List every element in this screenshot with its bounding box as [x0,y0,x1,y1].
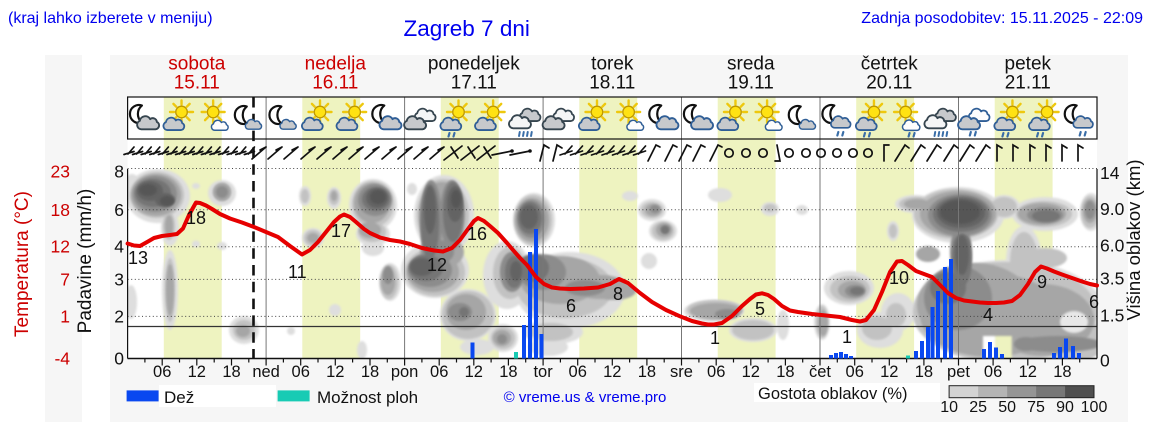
svg-text:tor: tor [533,363,553,381]
svg-text:18: 18 [186,208,206,228]
svg-text:1: 1 [710,328,720,348]
svg-text:9.0: 9.0 [1100,199,1125,219]
svg-text:06: 06 [984,363,1002,381]
svg-text:18: 18 [499,363,517,381]
svg-text:6: 6 [1089,292,1099,312]
svg-text:18: 18 [51,200,70,220]
svg-text:(kraj lahko izberete v meniju): (kraj lahko izberete v meniju) [8,10,213,27]
svg-text:nedelja: nedelja [305,54,367,75]
svg-text:12: 12 [51,237,70,257]
svg-text:15.11: 15.11 [174,73,220,94]
svg-text:sreda: sreda [727,54,775,75]
svg-text:3.5: 3.5 [1100,268,1124,288]
svg-text:5: 5 [755,299,765,319]
svg-text:06: 06 [430,363,448,381]
svg-text:8: 8 [613,284,623,304]
svg-text:20.11: 20.11 [866,73,912,94]
svg-text:50: 50 [998,399,1016,416]
svg-text:petek: petek [1005,54,1052,75]
svg-text:9: 9 [1037,272,1047,292]
svg-text:11: 11 [288,262,307,282]
svg-text:25: 25 [969,399,987,416]
svg-text:06: 06 [292,363,310,381]
svg-text:19.11: 19.11 [728,73,774,94]
svg-text:© vreme.us & vreme.pro: © vreme.us & vreme.pro [504,389,667,406]
svg-text:06: 06 [569,363,587,381]
svg-text:7: 7 [60,269,70,289]
svg-text:Dež: Dež [164,388,194,407]
svg-text:12: 12 [603,363,621,381]
svg-text:21.11: 21.11 [1005,73,1051,94]
svg-text:16: 16 [467,224,487,244]
svg-text:0: 0 [114,349,124,369]
svg-text:100: 100 [1081,399,1108,416]
svg-text:16.11: 16.11 [312,73,358,94]
svg-text:6: 6 [114,200,124,220]
svg-text:13: 13 [128,248,148,268]
svg-text:pet: pet [947,363,970,381]
svg-text:12: 12 [427,255,447,275]
svg-text:18: 18 [638,363,656,381]
svg-text:4: 4 [114,237,124,257]
svg-text:Zadnja posodobitev: 15.11.2025: Zadnja posodobitev: 15.11.2025 - 22:09 [861,10,1143,27]
svg-text:sre: sre [670,363,693,381]
svg-text:ned: ned [252,363,280,381]
svg-text:12: 12 [1019,363,1037,381]
svg-text:10: 10 [940,399,958,416]
svg-text:Višina oblakov (km): Višina oblakov (km) [1123,159,1144,320]
svg-text:torek: torek [591,54,634,75]
svg-text:12: 12 [326,363,344,381]
svg-text:pon: pon [391,363,419,381]
svg-text:četrtek: četrtek [861,54,919,75]
svg-text:18: 18 [776,363,794,381]
svg-text:12: 12 [880,363,898,381]
svg-text:Zagreb 7 dni: Zagreb 7 dni [404,16,530,41]
svg-text:čet: čet [809,363,831,381]
svg-text:6: 6 [566,296,576,316]
svg-text:sobota: sobota [168,54,225,75]
svg-text:18: 18 [361,363,379,381]
svg-text:8: 8 [114,162,124,182]
svg-text:Možnost ploh: Možnost ploh [317,388,418,407]
svg-text:0: 0 [1100,351,1110,371]
svg-text:17.11: 17.11 [451,73,497,94]
svg-text:Padavine (mm/h): Padavine (mm/h) [75,189,96,334]
svg-text:23: 23 [51,162,70,182]
svg-text:06: 06 [846,363,864,381]
svg-text:4: 4 [983,305,993,325]
svg-text:12: 12 [742,363,760,381]
svg-text:90: 90 [1056,399,1074,416]
svg-text:1.5: 1.5 [1100,305,1124,325]
svg-text:12: 12 [188,363,206,381]
svg-text:2: 2 [114,306,124,326]
svg-text:ponedeljek: ponedeljek [428,54,520,75]
svg-text:12: 12 [465,363,483,381]
svg-text:17: 17 [331,221,351,241]
svg-text:18: 18 [1053,363,1071,381]
svg-text:06: 06 [707,363,725,381]
svg-text:-4: -4 [54,349,70,369]
svg-text:1: 1 [60,306,70,326]
svg-text:10: 10 [889,268,909,288]
svg-text:18: 18 [915,363,933,381]
svg-text:Temperatura (°C): Temperatura (°C) [12,191,33,337]
svg-text:6.0: 6.0 [1100,236,1125,256]
svg-text:75: 75 [1027,399,1045,416]
svg-text:3: 3 [114,269,124,289]
svg-text:18.11: 18.11 [589,73,635,94]
svg-text:Gostota oblakov (%): Gostota oblakov (%) [758,385,907,403]
svg-text:14: 14 [1100,163,1120,183]
svg-text:06: 06 [153,363,171,381]
svg-text:18: 18 [222,363,240,381]
svg-text:1: 1 [842,327,852,347]
